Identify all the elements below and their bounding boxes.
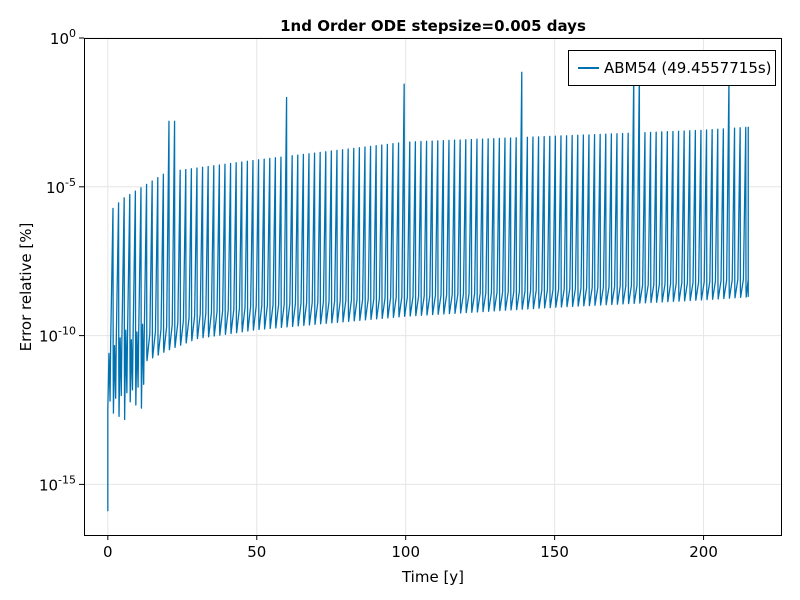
x-axis-label: Time [y]	[401, 568, 464, 586]
chart-title: 1nd Order ODE stepsize=0.005 days	[280, 17, 586, 35]
y-tick-label: 10-5	[46, 176, 76, 197]
series-layer	[107, 71, 749, 512]
series-line	[107, 71, 749, 512]
x-tick-label: 0	[103, 543, 113, 561]
y-axis-label: Error relative [%]	[17, 223, 35, 352]
x-tick-label: 100	[391, 543, 420, 561]
legend-box	[568, 50, 776, 86]
x-tick-label: 200	[689, 543, 718, 561]
legend-label: ABM54 (49.4557715s)	[604, 59, 772, 77]
x-tick-label: 150	[540, 543, 569, 561]
y-tick-label: 10-15	[39, 473, 76, 494]
plot-frame	[84, 38, 782, 536]
ticks: 0 50 100 150 200 10-15 10-10 10-5 100	[39, 27, 718, 561]
legend: ABM54 (49.4557715s)	[568, 50, 776, 86]
x-tick-label: 50	[247, 543, 266, 561]
y-tick-label: 100	[50, 27, 76, 48]
y-tick-label: 10-10	[39, 325, 76, 346]
